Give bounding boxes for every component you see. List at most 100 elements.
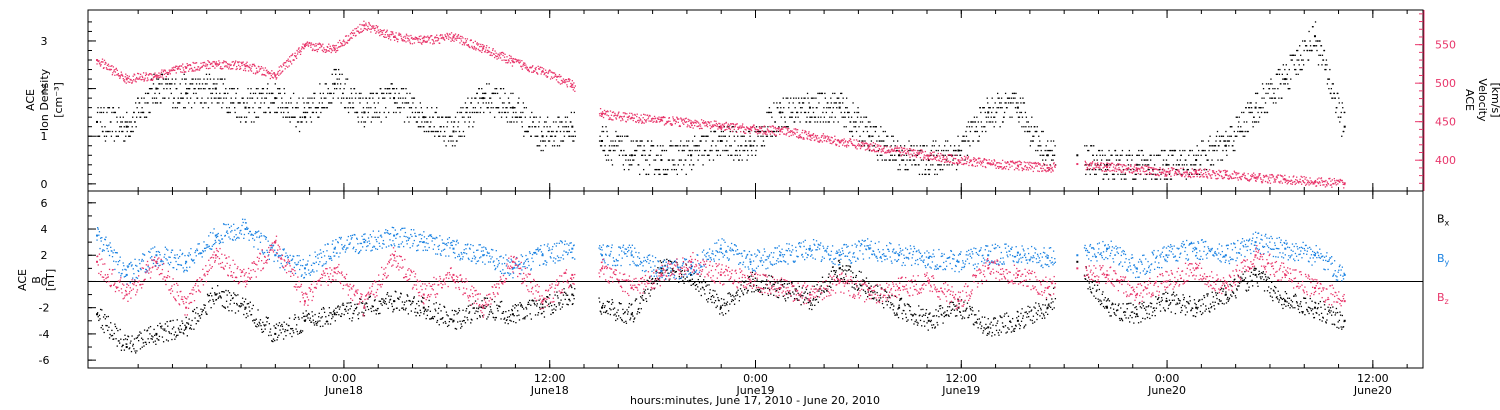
sample-point	[183, 107, 185, 109]
sample-point	[855, 121, 857, 123]
sample-point	[694, 149, 696, 152]
sample-point	[424, 41, 426, 43]
sample-point	[1162, 159, 1165, 161]
sample-point	[662, 168, 665, 171]
sample-point	[700, 135, 703, 137]
sample-point	[957, 135, 959, 137]
sample-point	[268, 92, 270, 95]
sample-point	[126, 77, 128, 79]
sample-point	[956, 164, 959, 166]
sample-point	[916, 152, 918, 154]
sample-point	[569, 85, 572, 88]
sample-point	[944, 161, 946, 163]
sample-point	[1030, 126, 1032, 128]
sample-point	[1135, 167, 1137, 169]
sample-point	[882, 150, 884, 152]
sample-point	[408, 39, 411, 41]
sample-point	[1325, 179, 1327, 182]
sample-point	[467, 97, 469, 99]
sample-point	[519, 59, 521, 61]
sample-point	[517, 60, 519, 62]
sample-point	[1238, 172, 1240, 174]
sample-point	[428, 126, 430, 128]
sample-point	[874, 143, 877, 145]
sample-point	[871, 150, 873, 152]
sample-point	[1255, 102, 1257, 104]
sample-point	[1191, 173, 1193, 175]
sample-point	[367, 27, 370, 30]
sample-point	[458, 130, 461, 133]
sample-point	[350, 31, 353, 34]
sample-point	[905, 154, 908, 156]
sample-point	[1254, 121, 1256, 123]
sample-point	[665, 123, 667, 125]
sample-point	[806, 137, 808, 139]
sample-point	[1247, 102, 1249, 104]
sample-point	[630, 140, 632, 142]
sample-point	[813, 97, 815, 99]
sample-point	[391, 32, 393, 34]
sample-point	[1046, 154, 1048, 156]
sample-point	[923, 156, 925, 158]
sample-point	[1165, 159, 1168, 161]
sample-point	[286, 107, 288, 109]
sample-point	[826, 135, 828, 137]
sample-point	[721, 123, 724, 125]
sample-point	[624, 135, 626, 137]
sample-point	[322, 50, 324, 53]
sample-point	[504, 92, 506, 95]
sample-point	[164, 97, 166, 99]
sample-point	[1341, 179, 1343, 182]
sample-point	[790, 97, 792, 99]
sample-point	[276, 77, 278, 79]
sample-point	[174, 69, 176, 71]
sample-point	[1020, 163, 1022, 166]
sample-point	[512, 92, 514, 95]
sample-point	[822, 121, 825, 123]
sample-point	[544, 145, 547, 147]
sample-point	[96, 111, 99, 114]
sample-point	[1208, 169, 1211, 171]
sample-point	[1107, 159, 1109, 161]
sample-point	[703, 122, 705, 125]
sample-point	[291, 116, 293, 118]
sample-point	[1034, 126, 1036, 128]
sample-point	[272, 73, 274, 75]
sample-point	[1234, 177, 1236, 179]
sample-point	[960, 159, 962, 161]
sample-point	[737, 128, 739, 130]
sample-point	[388, 111, 390, 114]
sample-point	[686, 121, 688, 123]
sample-point	[1004, 168, 1007, 170]
sample-point	[803, 138, 805, 140]
sample-point	[376, 111, 378, 114]
sample-point	[171, 67, 173, 69]
sample-point	[727, 125, 729, 127]
sample-point	[1182, 173, 1184, 176]
sample-point	[525, 64, 527, 66]
sample-point	[792, 134, 794, 136]
sample-point	[1023, 126, 1025, 128]
sample-point	[872, 149, 874, 152]
sample-point	[932, 158, 934, 160]
sample-point	[478, 87, 480, 90]
sample-point	[502, 54, 504, 57]
sample-point	[861, 140, 863, 142]
sample-point	[211, 102, 213, 104]
sample-point	[744, 128, 746, 130]
sample-point	[1146, 164, 1148, 166]
sample-point	[365, 24, 368, 26]
sample-point	[982, 165, 984, 168]
sample-point	[484, 51, 486, 53]
sample-point	[643, 145, 645, 147]
sample-point	[1025, 116, 1028, 118]
sample-point	[606, 130, 608, 133]
sample-point	[224, 78, 226, 80]
sample-point	[1091, 162, 1093, 164]
sample-point	[253, 121, 255, 123]
sample-point	[706, 126, 709, 128]
sample-point	[570, 111, 573, 114]
sample-point	[362, 107, 365, 109]
sample-point	[474, 40, 476, 43]
sample-point	[196, 68, 199, 70]
